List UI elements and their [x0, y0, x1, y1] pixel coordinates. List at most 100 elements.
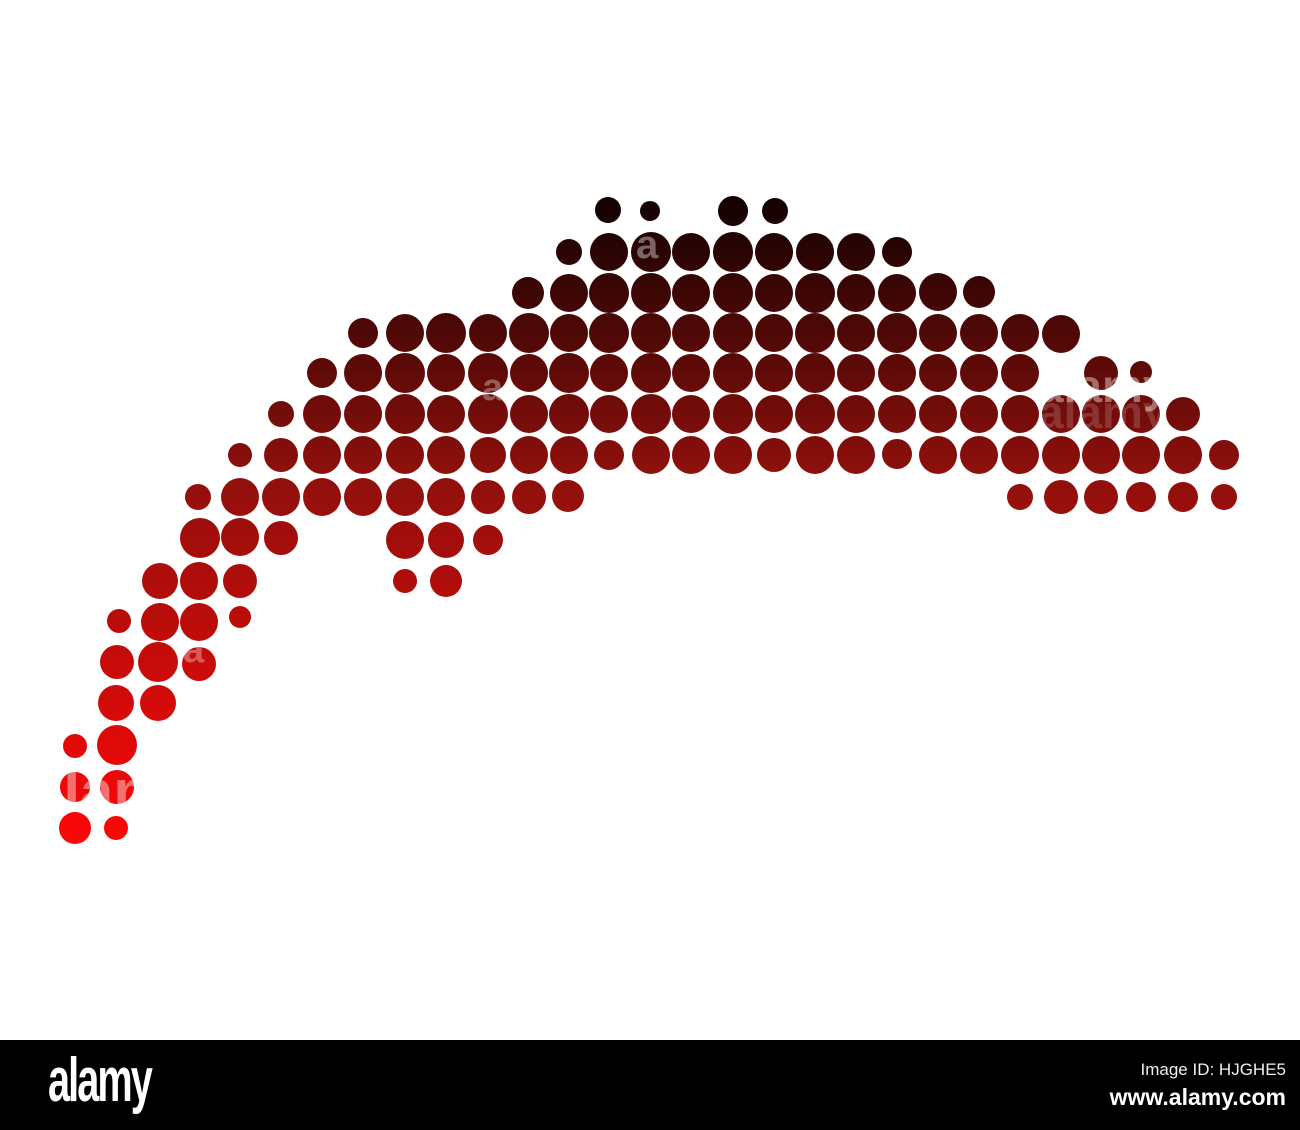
map-dot — [471, 480, 505, 514]
image-id-label: Image ID: HJGHE5 — [1140, 1060, 1287, 1079]
map-dot — [672, 233, 710, 271]
alamy-tile-watermark: alamy — [30, 758, 201, 825]
map-dot — [837, 354, 875, 392]
map-dot — [469, 314, 507, 352]
map-dot — [140, 685, 176, 721]
map-dot — [713, 273, 753, 313]
map-dot — [303, 436, 341, 474]
map-dot — [1082, 436, 1120, 474]
map-dot — [878, 354, 916, 392]
map-dot — [714, 436, 752, 474]
map-dot — [1001, 436, 1039, 474]
map-dot — [393, 569, 417, 593]
map-dot — [1126, 482, 1156, 512]
map-dot — [631, 273, 671, 313]
map-dot — [303, 478, 341, 516]
map-dot — [427, 478, 465, 516]
map-dot — [185, 484, 211, 510]
map-dot — [303, 395, 341, 433]
map-dot — [672, 395, 710, 433]
map-dot — [632, 436, 670, 474]
map-dot — [550, 436, 588, 474]
map-dot — [98, 685, 134, 721]
map-dot — [228, 443, 252, 467]
map-dot — [640, 201, 660, 221]
map-dot — [594, 440, 624, 470]
map-dot — [344, 478, 382, 516]
map-dot — [1084, 480, 1118, 514]
map-dot — [595, 197, 621, 223]
map-dot — [100, 770, 134, 804]
map-dot — [556, 239, 582, 265]
map-dot — [755, 395, 793, 433]
map-dot — [386, 314, 424, 352]
map-dot — [385, 394, 425, 434]
map-dot — [882, 439, 912, 469]
map-dot — [755, 354, 793, 392]
map-dots-group — [59, 196, 1239, 844]
map-dot — [1168, 482, 1198, 512]
map-dot — [590, 354, 628, 392]
map-dot — [550, 274, 588, 312]
map-dot — [1082, 395, 1120, 433]
map-dot — [1044, 480, 1078, 514]
map-dot — [795, 273, 835, 313]
map-dot — [468, 353, 508, 393]
map-dot — [713, 394, 753, 434]
map-dot — [138, 642, 178, 682]
map-dot — [795, 394, 835, 434]
map-dot — [141, 603, 179, 641]
map-dot — [468, 394, 508, 434]
map-dot — [755, 274, 793, 312]
map-dot — [590, 233, 628, 271]
map-dot — [882, 237, 912, 267]
map-dot — [428, 522, 464, 558]
map-dot — [589, 313, 629, 353]
map-dot — [427, 395, 465, 433]
map-dot — [221, 478, 259, 516]
alamy-tile-watermark: a — [636, 223, 659, 267]
map-dot — [589, 273, 629, 313]
map-dot — [59, 812, 91, 844]
map-dot — [757, 438, 791, 472]
map-dot — [1042, 395, 1080, 433]
alamy-tile-watermark: a — [482, 367, 504, 409]
map-dot — [307, 358, 337, 388]
map-dot — [1209, 440, 1239, 470]
map-dot — [223, 564, 257, 598]
map-dot — [549, 353, 589, 393]
map-dot — [182, 647, 216, 681]
map-dot — [386, 436, 424, 474]
map-dot — [427, 436, 465, 474]
map-dot — [718, 196, 748, 226]
map-dot — [919, 354, 957, 392]
map-dot — [1001, 354, 1039, 392]
map-dot — [550, 314, 588, 352]
map-dot — [426, 313, 466, 353]
alamy-tile-watermark: alamy — [1038, 360, 1169, 412]
map-dot — [229, 606, 251, 628]
map-dot — [180, 562, 218, 600]
map-dot — [104, 816, 128, 840]
map-dot — [960, 395, 998, 433]
map-dot — [344, 354, 382, 392]
map-dot — [1001, 395, 1039, 433]
map-dot — [509, 313, 549, 353]
map-dot — [180, 603, 218, 641]
map-dot — [672, 274, 710, 312]
map-dot — [107, 609, 131, 633]
map-dot — [1211, 484, 1237, 510]
map-dot — [1122, 436, 1160, 474]
map-dot — [631, 313, 671, 353]
map-dot — [713, 353, 753, 393]
map-dot — [877, 313, 917, 353]
map-dot — [1042, 315, 1080, 353]
map-dot — [713, 232, 753, 272]
credit-text-block: Image ID: HJGHE5 www.alamy.com — [1110, 1061, 1286, 1109]
map-dot — [427, 354, 465, 392]
map-dot — [512, 277, 544, 309]
map-dot — [221, 518, 259, 556]
map-dot — [100, 645, 134, 679]
map-dot — [919, 314, 957, 352]
